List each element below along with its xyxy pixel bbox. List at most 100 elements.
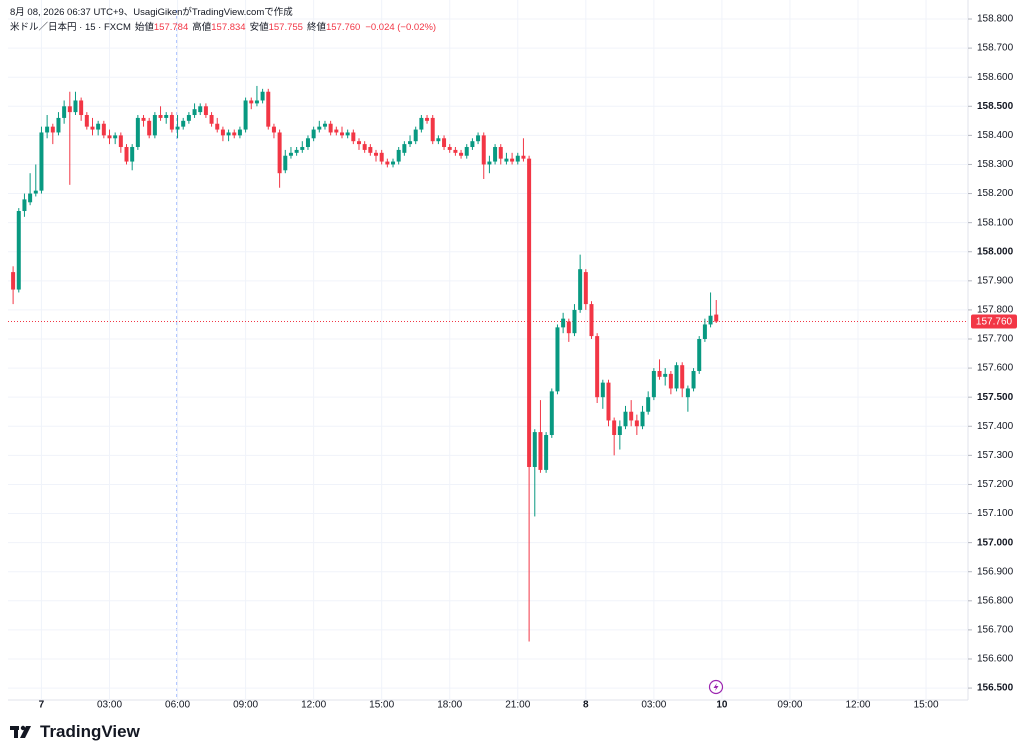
- x-tick-label: 10: [716, 700, 728, 711]
- candle-body: [487, 161, 492, 165]
- y-tick-label: 158.000: [977, 246, 1014, 257]
- x-tick-label: 18:00: [437, 700, 462, 711]
- candle-body: [328, 123, 333, 133]
- candle-body: [260, 91, 265, 101]
- candle-body: [254, 100, 259, 104]
- candle-body: [322, 123, 327, 127]
- candle-body: [135, 117, 140, 148]
- x-tick-label: 03:00: [97, 700, 122, 711]
- candle-body: [442, 138, 447, 148]
- change: −0.024 (−0.02%): [365, 22, 437, 33]
- ohlc-label: 始値: [134, 22, 154, 33]
- subtitle: 8月 08, 2026 06:37 UTC+9、UsagiGikenがTradi…: [10, 7, 293, 18]
- candle-body: [674, 365, 679, 389]
- candle-body: [436, 138, 441, 142]
- candle-body: [107, 135, 112, 139]
- candle-body: [470, 141, 475, 148]
- candle-body: [339, 132, 344, 136]
- candle-body: [572, 309, 577, 334]
- x-tick-label: 7: [39, 700, 45, 711]
- ohlc-label: 終値: [306, 22, 326, 33]
- x-tick-label: 21:00: [505, 700, 530, 711]
- y-tick-label: 157.400: [977, 421, 1014, 432]
- candle-body: [606, 382, 611, 421]
- candle-body: [566, 321, 571, 334]
- candle-body: [249, 100, 254, 104]
- candle-body: [215, 123, 220, 130]
- candle-body: [169, 115, 174, 130]
- x-tick-label: 15:00: [914, 700, 939, 711]
- candle-body: [362, 144, 367, 150]
- candle-body: [714, 314, 719, 322]
- candle-body: [62, 106, 67, 118]
- candle-body: [408, 141, 413, 145]
- candle-body: [396, 149, 401, 162]
- y-tick-label: 157.700: [977, 334, 1014, 345]
- candle-body: [305, 138, 310, 148]
- candle-body: [101, 123, 106, 136]
- candle-body: [521, 155, 526, 159]
- candle-body: [549, 391, 554, 435]
- candle-body: [300, 147, 305, 150]
- y-tick-label: 156.700: [977, 625, 1014, 636]
- candle-body: [708, 315, 713, 325]
- y-tick-label: 158.200: [977, 188, 1014, 199]
- candle-body: [538, 432, 543, 470]
- candle-body: [453, 149, 458, 153]
- candle-body: [640, 411, 645, 427]
- candle-body: [544, 434, 549, 470]
- candle-body: [164, 115, 169, 118]
- y-tick-label: 157.100: [977, 508, 1014, 519]
- header: 8月 08, 2026 06:37 UTC+9、UsagiGikenがTradi…: [10, 5, 436, 35]
- candle-body: [84, 115, 89, 127]
- candle-body: [90, 126, 95, 130]
- candle-body: [79, 100, 84, 116]
- candle-body: [391, 161, 396, 165]
- x-tick-label: 15:00: [369, 700, 394, 711]
- candle-body: [16, 211, 21, 290]
- y-tick-label: 157.200: [977, 479, 1014, 490]
- candle-body: [600, 382, 605, 398]
- candle-body: [447, 147, 452, 150]
- candle-body: [459, 152, 464, 156]
- candle-body: [629, 411, 634, 421]
- y-tick-label: 156.800: [977, 595, 1014, 606]
- candle-body: [186, 115, 191, 121]
- candle-body: [612, 420, 617, 435]
- y-tick-label: 158.800: [977, 14, 1014, 25]
- ohlc-value: 157.760: [325, 22, 361, 33]
- ohlc-value: 157.755: [268, 22, 303, 33]
- candle-body: [464, 147, 469, 156]
- candle-body: [181, 120, 186, 127]
- x-tick-label: 03:00: [641, 700, 666, 711]
- candle-body: [663, 373, 668, 377]
- candle-body: [595, 336, 600, 398]
- y-tick-label: 156.500: [977, 683, 1014, 694]
- event-icon-bolt: [713, 683, 719, 691]
- y-tick-label: 158.400: [977, 130, 1014, 141]
- candle-body: [203, 106, 208, 116]
- candle-body: [220, 129, 225, 136]
- candle-body: [198, 106, 203, 113]
- candle-body: [152, 115, 157, 136]
- candle-body: [294, 149, 299, 153]
- candle-body: [578, 269, 583, 310]
- candle-body: [430, 117, 435, 142]
- candle-body: [510, 158, 515, 162]
- candle-body: [67, 106, 72, 113]
- candle-body: [39, 132, 44, 191]
- y-tick-label: 158.500: [977, 101, 1014, 112]
- candle-body: [623, 411, 628, 427]
- candle-body: [527, 158, 532, 467]
- candle-body: [589, 304, 594, 337]
- candle-body: [317, 126, 322, 130]
- x-tick-label: 12:00: [845, 700, 870, 711]
- candle-body: [56, 117, 61, 133]
- candle-body: [374, 152, 379, 156]
- y-tick-label: 158.700: [977, 43, 1014, 54]
- candle-body: [476, 135, 481, 142]
- candle-body: [345, 132, 350, 136]
- candle-body: [11, 272, 16, 290]
